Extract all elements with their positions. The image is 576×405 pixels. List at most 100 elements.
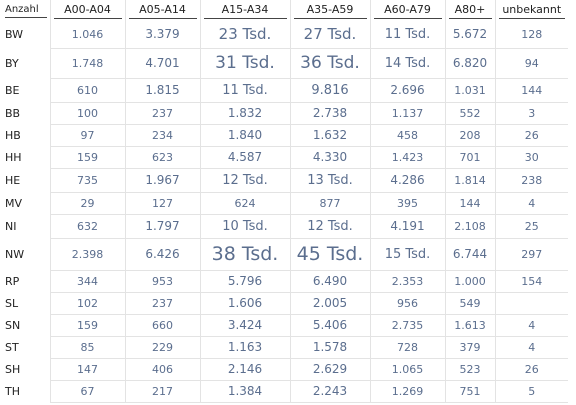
table-cell: 1.797 (124, 214, 200, 239)
table-cell: 2.629 (289, 358, 370, 381)
table-cell: 9.816 (289, 78, 370, 103)
table-cell (494, 292, 568, 315)
table-cell: 701 (444, 146, 495, 169)
table-cell: 100 (49, 102, 125, 125)
table-cell: 1.137 (369, 102, 445, 125)
table-cell: 4 (494, 314, 568, 337)
table-cell: 1.632 (289, 124, 370, 147)
table-cell: 2.243 (289, 380, 370, 403)
table-cell: 953 (124, 270, 200, 293)
table-row: TH 67 217 1.384 2.243 1.269 751 5 (2, 380, 568, 403)
table-cell: 159 (49, 314, 125, 337)
table-cell: 877 (289, 192, 370, 215)
table-cell: 728 (369, 336, 445, 359)
table-cell: 14 Tsd. (369, 48, 445, 79)
table-cell: 12 Tsd. (289, 214, 370, 239)
table-cell: 208 (444, 124, 495, 147)
table-row: BY 1.748 4.701 31 Tsd. 36 Tsd. 14 Tsd. 6.820 94 (2, 48, 568, 79)
column-header-text: A15-A34 (203, 3, 287, 19)
table-cell: 2.696 (369, 78, 445, 103)
table-cell: 144 (444, 192, 495, 215)
table-cell: 29 (49, 192, 125, 215)
table-cell: 67 (49, 380, 125, 403)
table-cell: 624 (199, 192, 290, 215)
table-cell: 1.065 (369, 358, 445, 381)
column-header-text: A35-A59 (293, 3, 367, 19)
table-cell: 632 (49, 214, 125, 239)
table-cell: 406 (124, 358, 200, 381)
table-cell: 38 Tsd. (199, 238, 290, 271)
table-row: NI 632 1.797 10 Tsd. 12 Tsd. 4.191 2.108 25 (2, 214, 568, 239)
table-cell: 238 (494, 168, 568, 193)
table-cell: 6.744 (444, 238, 495, 271)
table-cell: 237 (124, 292, 200, 315)
table-cell: 549 (444, 292, 495, 315)
table-cell: 552 (444, 102, 495, 125)
table-cell: 1.832 (199, 102, 290, 125)
row-label: SH (5, 362, 21, 376)
table-cell: 1.384 (199, 380, 290, 403)
table-cell: 30 (494, 146, 568, 169)
table-cell: 458 (369, 124, 445, 147)
column-header: A60-A79 (369, 0, 445, 21)
table-row: HB 97 234 1.840 1.632 458 208 26 (2, 124, 568, 147)
table-cell: 735 (49, 168, 125, 193)
table-row: BE 610 1.815 11 Tsd. 9.816 2.696 1.031 144 (2, 78, 568, 103)
row-label: MV (5, 196, 23, 210)
table-cell: 127 (124, 192, 200, 215)
table-cell: 751 (444, 380, 495, 403)
row-label: BW (5, 28, 24, 41)
row-label: HE (5, 173, 21, 187)
table-cell: 13 Tsd. (289, 168, 370, 193)
table-cell: 379 (444, 336, 495, 359)
table-row: HH 159 623 4.587 4.330 1.423 701 30 (2, 146, 568, 169)
row-label: RP (5, 274, 20, 288)
row-label: BB (5, 106, 21, 120)
table-cell: 26 (494, 124, 568, 147)
table-cell: 4.587 (199, 146, 290, 169)
table-cell: 623 (124, 146, 200, 169)
table-row: SH 147 406 2.146 2.629 1.065 523 26 (2, 358, 568, 381)
table-cell: 1.031 (444, 78, 495, 103)
column-header: A35-A59 (289, 0, 370, 21)
table-row: RP 344 953 5.796 6.490 2.353 1.000 154 (2, 270, 568, 293)
table-row: SN 159 660 3.424 5.406 2.735 1.613 4 (2, 314, 568, 337)
row-label: HB (5, 128, 21, 142)
table-cell: 1.748 (49, 48, 125, 79)
table-cell: 2.146 (199, 358, 290, 381)
table-cell: 6.426 (124, 238, 200, 271)
table-cell: 5.796 (199, 270, 290, 293)
row-label: ST (5, 340, 19, 354)
row-label: HH (5, 150, 22, 164)
column-header-text: A00-A04 (53, 3, 122, 19)
table-cell: 234 (124, 124, 200, 147)
table-cell: 5.406 (289, 314, 370, 337)
table-cell: 10 Tsd. (199, 214, 290, 239)
table-cell: 25 (494, 214, 568, 239)
table-cell: 5 (494, 380, 568, 403)
table-cell: 229 (124, 336, 200, 359)
table-cell: 523 (444, 358, 495, 381)
table-body: BW 1.046 3.379 23 Tsd. 27 Tsd. 11 Tsd. 5.672 12… (2, 21, 568, 403)
table-cell: 15 Tsd. (369, 238, 445, 271)
table-cell: 2.735 (369, 314, 445, 337)
table-cell: 237 (124, 102, 200, 125)
column-header-text: A05-A14 (128, 3, 197, 19)
table-cell: 159 (49, 146, 125, 169)
table-cell: 956 (369, 292, 445, 315)
table-cell: 4.191 (369, 214, 445, 239)
table-cell: 3.379 (124, 21, 200, 49)
table-cell: 3 (494, 102, 568, 125)
table-row: NW 2.398 6.426 38 Tsd. 45 Tsd. 15 Tsd. 6.744 29… (2, 238, 568, 271)
table-cell: 11 Tsd. (369, 21, 445, 49)
table-cell: 395 (369, 192, 445, 215)
table: Anzahl A00-A04 A05-A14 A15-A34 A35-A59 A60-A7… (2, 0, 568, 403)
table-cell: 4.286 (369, 168, 445, 193)
table-cell: 31 Tsd. (199, 48, 290, 79)
table-cell: 4 (494, 192, 568, 215)
table-row: BW 1.046 3.379 23 Tsd. 27 Tsd. 11 Tsd. 5.672 12… (2, 21, 568, 49)
table-cell: 297 (494, 238, 568, 271)
table-cell: 45 Tsd. (289, 238, 370, 271)
table-cell: 1.840 (199, 124, 290, 147)
